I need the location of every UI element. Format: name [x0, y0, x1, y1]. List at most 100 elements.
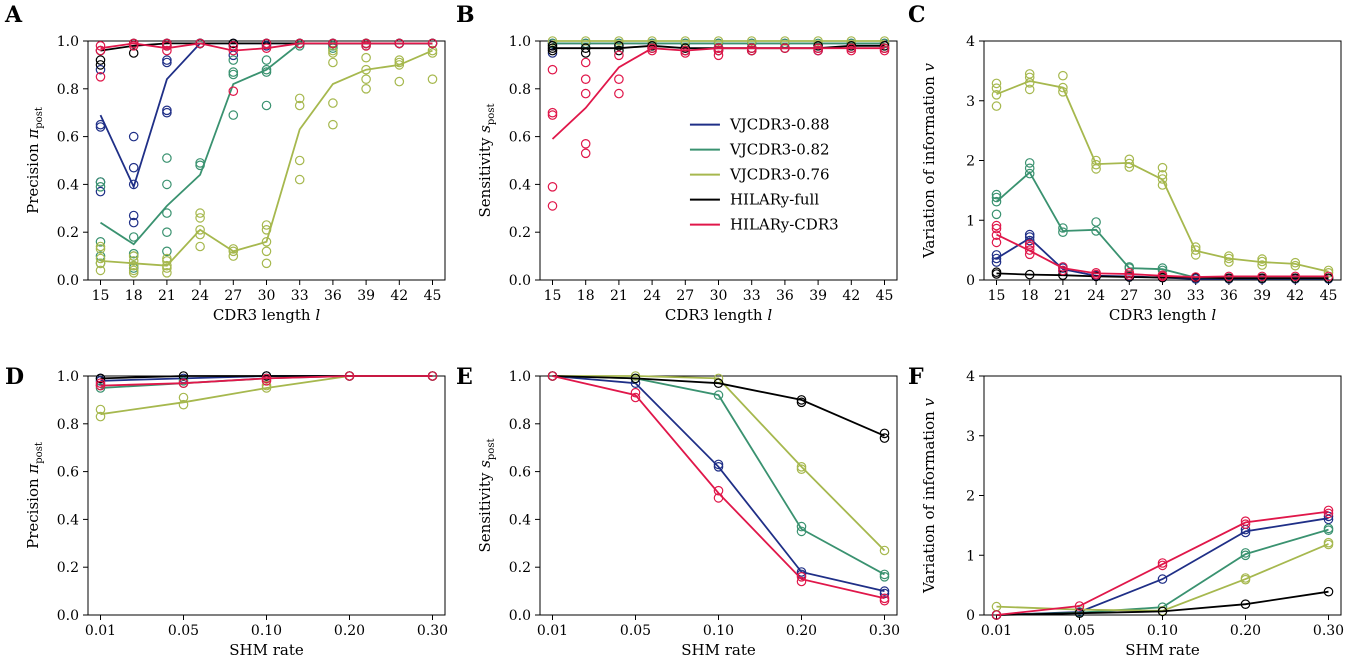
data-point-vjcdr3-0-76-c [1024, 72, 1035, 83]
data-point-vjcdr3-0-88-a [128, 162, 139, 173]
data-point-hilary-cdr3-d [427, 371, 438, 381]
data-point-vjcdr3-0-82-e [796, 526, 807, 537]
y-axis-label-d: Precision πpost [24, 442, 45, 549]
data-point-hilary-full-e [796, 397, 807, 408]
series-line-hilary-cdr3-d [100, 375, 433, 387]
data-point-hilary-cdr3-c [1024, 245, 1035, 255]
data-point-vjcdr3-0-76-a [328, 45, 338, 56]
data-point-hilary-cdr3-c [1257, 271, 1267, 282]
data-point-hilary-cdr3-d [95, 380, 106, 391]
data-point-vjcdr3-0-76-a [261, 225, 272, 235]
x-tick-label-a: 30 [258, 288, 276, 304]
legend-label-hilary-full: HILARy-full [730, 191, 819, 209]
data-point-vjcdr3-0-88-a [128, 179, 139, 190]
data-point-vjcdr3-0-76-a [228, 244, 239, 254]
y-tick-label-b: 1.0 [509, 34, 531, 50]
data-point-hilary-cdr3-b [713, 50, 724, 61]
data-point-hilary-cdr3-e [713, 493, 724, 503]
data-point-vjcdr3-0-76-e [796, 464, 807, 474]
panel-letter-b: B [456, 2, 475, 28]
data-point-vjcdr3-0-76-a [328, 48, 338, 58]
x-tick-label-a: 18 [125, 288, 143, 304]
data-point-vjcdr3-0-76-c [991, 78, 1002, 89]
y-tick-label-e: 0.4 [509, 512, 531, 528]
data-point-hilary-cdr3-f [1157, 558, 1168, 568]
data-point-hilary-full-b [647, 40, 657, 51]
data-point-hilary-cdr3-f [1240, 519, 1251, 529]
data-point-vjcdr3-0-76-b [547, 36, 558, 46]
data-point-vjcdr3-0-82-a [261, 64, 272, 75]
data-point-vjcdr3-0-76-a [261, 246, 272, 257]
data-point-hilary-cdr3-e [796, 571, 807, 582]
x-axis-label-c: CDR3 length l [1109, 306, 1217, 324]
data-point-hilary-cdr3-c [1091, 267, 1101, 278]
data-point-vjcdr3-0-82-c [1024, 163, 1035, 174]
series-line-hilary-full-c [996, 272, 1329, 280]
x-tick-label-e: 0.30 [869, 623, 900, 639]
y-tick-label-c: 1 [966, 213, 975, 229]
data-point-vjcdr3-0-82-c [1024, 168, 1035, 179]
data-point-vjcdr3-0-82-a [162, 208, 172, 218]
data-point-vjcdr3-0-88-a [162, 55, 172, 65]
series-line-hilary-cdr3-b [551, 47, 885, 140]
data-point-vjcdr3-0-76-a [294, 100, 305, 111]
data-point-vjcdr3-0-82-e [879, 569, 890, 580]
data-point-vjcdr3-0-88-e [879, 586, 890, 596]
data-point-vjcdr3-0-76-c [1224, 257, 1234, 267]
data-point-hilary-cdr3-f [1323, 505, 1334, 516]
data-point-hilary-cdr3-e [796, 576, 807, 587]
data-point-vjcdr3-0-82-a [95, 237, 106, 247]
data-point-vjcdr3-0-76-c [1224, 251, 1234, 261]
data-point-hilary-full-a [95, 60, 106, 70]
x-tick-label-a: 27 [224, 288, 242, 304]
data-point-vjcdr3-0-82-c [1058, 227, 1068, 237]
data-point-hilary-cdr3-b [580, 74, 591, 84]
x-tick-label-b: 27 [676, 288, 694, 304]
data-point-hilary-cdr3-c [1323, 271, 1334, 282]
data-point-vjcdr3-0-82-a [294, 40, 305, 51]
x-tick-label-c: 24 [1087, 288, 1105, 304]
data-point-vjcdr3-0-76-c [991, 101, 1002, 111]
series-line-vjcdr3-0-76-c [996, 80, 1329, 273]
data-point-vjcdr3-0-88-c [991, 250, 1002, 260]
data-point-vjcdr3-0-76-a [328, 98, 338, 108]
data-point-vjcdr3-0-76-c [1224, 253, 1234, 264]
data-point-vjcdr3-0-76-b [813, 36, 823, 46]
data-point-vjcdr3-0-76-a [261, 220, 272, 230]
y-tick-label-c: 4 [966, 34, 975, 50]
data-point-hilary-cdr3-a [195, 38, 205, 49]
data-point-vjcdr3-0-82-a [162, 246, 172, 257]
x-axis-label-b: CDR3 length l [665, 306, 773, 324]
x-tick-label-b: 30 [710, 288, 728, 304]
x-tick-label-e: 0.01 [537, 623, 568, 639]
data-point-vjcdr3-0-76-a [195, 225, 205, 235]
panel-a: 15 18 21 24 27 30 33 36 39 42 45 0.0 0.2 0.4 0.6 0.8 1.0… [24, 34, 446, 324]
data-point-vjcdr3-0-82-c [991, 192, 1002, 203]
data-point-hilary-cdr3-c [1058, 262, 1068, 272]
data-point-hilary-cdr3-b [680, 48, 691, 58]
y-axis-label-a: Precision πpost [24, 107, 45, 214]
data-point-vjcdr3-0-88-e [713, 459, 724, 470]
series-line-vjcdr3-0-76-f [996, 543, 1329, 612]
data-point-hilary-cdr3-a [162, 38, 172, 49]
data-point-vjcdr3-0-76-d [178, 399, 189, 410]
legend-label-hilary-cdr3: HILARy-CDR3 [730, 216, 839, 234]
data-point-vjcdr3-0-82-c [1091, 226, 1101, 236]
data-point-vjcdr3-0-82-a [228, 69, 239, 80]
panel-letter-f: F [908, 364, 924, 390]
data-point-hilary-full-b [580, 48, 591, 58]
data-point-hilary-cdr3-b [713, 43, 724, 53]
data-point-vjcdr3-0-76-a [394, 60, 405, 70]
legend-label-vjcdr3-0-76: VJCDR3-0.76 [729, 166, 830, 184]
data-point-vjcdr3-0-76-a [394, 55, 405, 65]
data-point-vjcdr3-0-76-c [1091, 155, 1101, 166]
data-point-hilary-cdr3-c [1157, 270, 1168, 280]
data-point-hilary-cdr3-b [547, 107, 558, 118]
x-tick-label-b: 36 [776, 288, 794, 304]
data-point-vjcdr3-0-76-b [614, 36, 624, 46]
series-line-vjcdr3-0-88-f [996, 517, 1329, 616]
data-point-vjcdr3-0-76-a [195, 213, 205, 223]
data-point-vjcdr3-0-76-a [427, 48, 438, 58]
series-line-hilary-full-f [996, 590, 1329, 616]
data-point-vjcdr3-0-76-a [162, 267, 172, 278]
